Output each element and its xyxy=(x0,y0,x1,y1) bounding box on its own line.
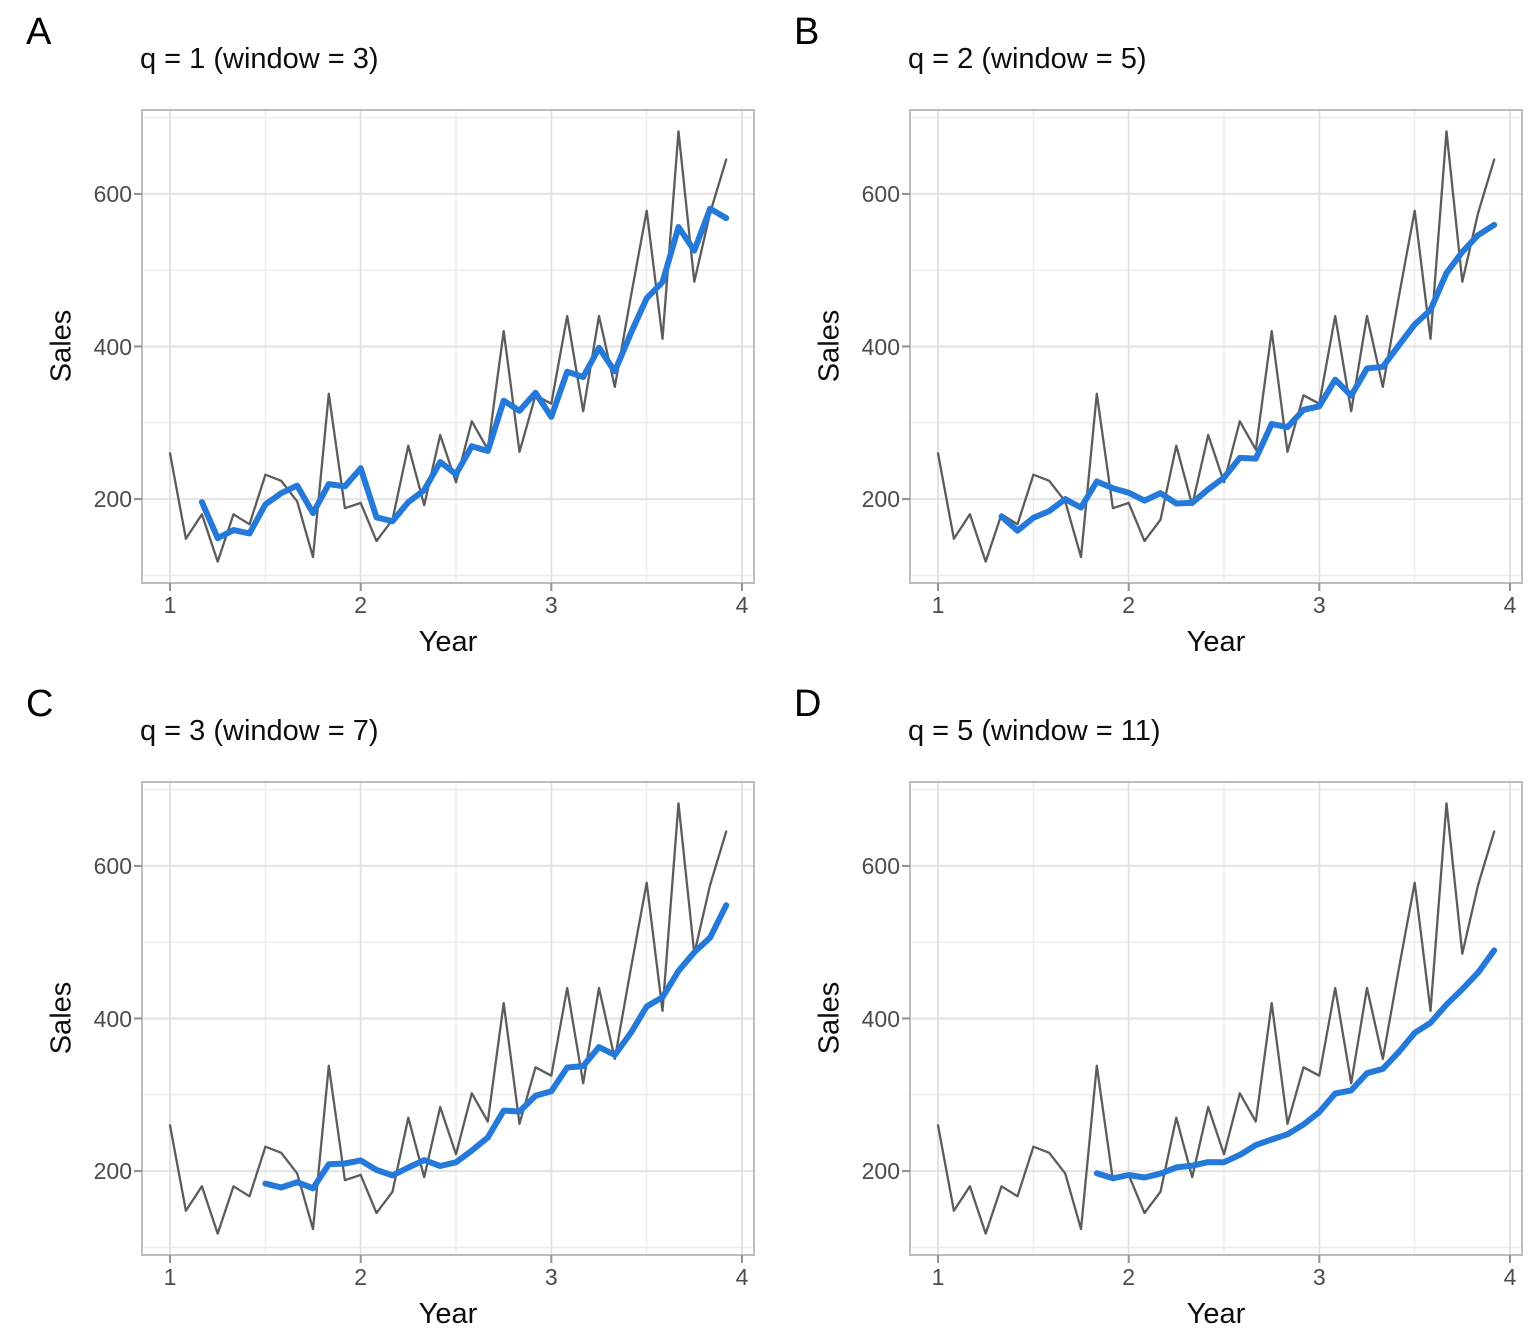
y-tick-label: 200 xyxy=(861,1158,900,1185)
x-tick-label: 3 xyxy=(1312,1264,1326,1290)
y-tick-label: 200 xyxy=(93,486,132,513)
y-tick-label: 600 xyxy=(93,180,132,207)
x-tick-label: 2 xyxy=(1122,1264,1136,1290)
x-tick-label: 1 xyxy=(163,592,177,618)
panel-title-b: q = 2 (window = 5) xyxy=(908,43,1147,75)
panel-b: B q = 2 (window = 5) Sales Year 1 2 3 4 200 4… xyxy=(768,0,1536,672)
x-tick-label: 3 xyxy=(544,592,558,618)
x-axis-title: Year xyxy=(418,1298,478,1330)
y-tick-label: 400 xyxy=(861,333,900,360)
x-tick-label: 2 xyxy=(354,592,368,618)
x-tick-label: 2 xyxy=(354,1264,368,1290)
panel-letter-d: D xyxy=(794,683,822,725)
panel-letter-a: A xyxy=(26,11,52,53)
panel-title-c: q = 3 (window = 7) xyxy=(140,715,379,747)
y-tick-label: 600 xyxy=(861,852,900,879)
x-tick-label: 1 xyxy=(931,592,945,618)
x-tick-label: 1 xyxy=(931,1264,945,1290)
plot-area-d xyxy=(902,781,1523,1263)
plot-area-c xyxy=(134,781,755,1263)
plot-area-a xyxy=(134,109,755,591)
y-tick-label: 600 xyxy=(93,852,132,879)
y-tick-label: 400 xyxy=(93,333,132,360)
x-tick-label: 3 xyxy=(544,1264,558,1290)
x-tick-label: 4 xyxy=(1503,592,1517,618)
panel-letter-b: B xyxy=(794,11,820,53)
x-tick-label: 1 xyxy=(163,1264,177,1290)
x-axis-title: Year xyxy=(1186,626,1246,658)
y-tick-label: 400 xyxy=(93,1005,132,1032)
x-tick-label: 4 xyxy=(735,1264,749,1290)
y-tick-label: 200 xyxy=(93,1158,132,1185)
x-tick-label: 4 xyxy=(1503,1264,1517,1290)
y-tick-label: 600 xyxy=(861,180,900,207)
panel-d: D q = 5 (window = 11) Sales Year 1 2 3 4 200… xyxy=(768,672,1536,1344)
panel-letter-c: C xyxy=(26,683,54,725)
x-tick-label: 2 xyxy=(1122,592,1136,618)
x-tick-label: 3 xyxy=(1312,592,1326,618)
x-axis-title: Year xyxy=(1186,1298,1246,1330)
x-axis-title: Year xyxy=(418,626,478,658)
panel-title-a: q = 1 (window = 3) xyxy=(140,43,379,75)
y-tick-label: 400 xyxy=(861,1005,900,1032)
panel-title-d: q = 5 (window = 11) xyxy=(908,715,1161,747)
panel-c: C q = 3 (window = 7) Sales Year 1 2 3 4 200 4… xyxy=(0,672,768,1344)
panel-a: A q = 1 (window = 3) Sales Year 1 2 3 4 200 4… xyxy=(0,0,768,672)
plot-area-b xyxy=(902,109,1523,591)
y-tick-label: 200 xyxy=(861,486,900,513)
x-tick-label: 4 xyxy=(735,592,749,618)
